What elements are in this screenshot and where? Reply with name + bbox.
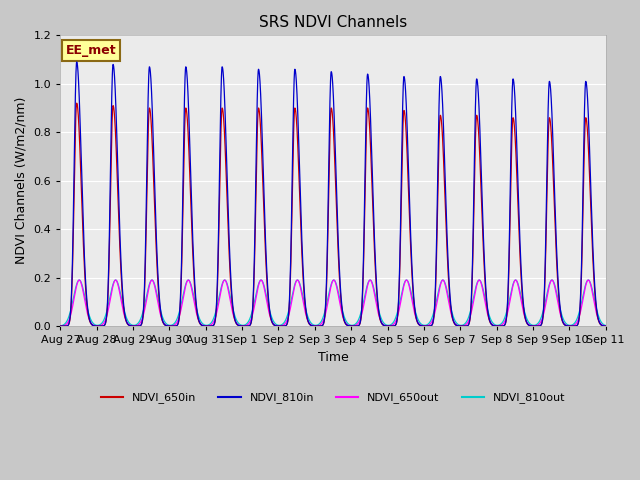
Title: SRS NDVI Channels: SRS NDVI Channels bbox=[259, 15, 407, 30]
Y-axis label: NDVI Channels (W/m2/nm): NDVI Channels (W/m2/nm) bbox=[15, 97, 28, 264]
Legend: NDVI_650in, NDVI_810in, NDVI_650out, NDVI_810out: NDVI_650in, NDVI_810in, NDVI_650out, NDV… bbox=[96, 388, 570, 408]
Text: EE_met: EE_met bbox=[66, 44, 116, 57]
X-axis label: Time: Time bbox=[317, 351, 348, 364]
